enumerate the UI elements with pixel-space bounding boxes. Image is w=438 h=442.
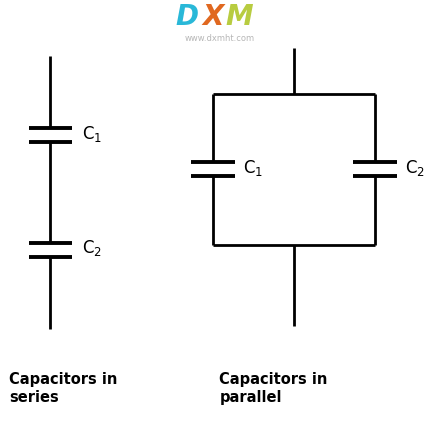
Text: www.dxmht.com: www.dxmht.com — [184, 34, 254, 43]
Text: D: D — [175, 3, 198, 31]
Text: C$_1$: C$_1$ — [82, 124, 102, 144]
Text: C$_2$: C$_2$ — [404, 158, 424, 178]
Text: Capacitors in
parallel: Capacitors in parallel — [219, 373, 327, 405]
Text: X: X — [202, 3, 223, 31]
Text: M: M — [225, 3, 252, 31]
Text: C$_1$: C$_1$ — [242, 158, 262, 178]
Text: Capacitors in
series: Capacitors in series — [9, 373, 117, 405]
Text: C$_2$: C$_2$ — [82, 238, 102, 258]
